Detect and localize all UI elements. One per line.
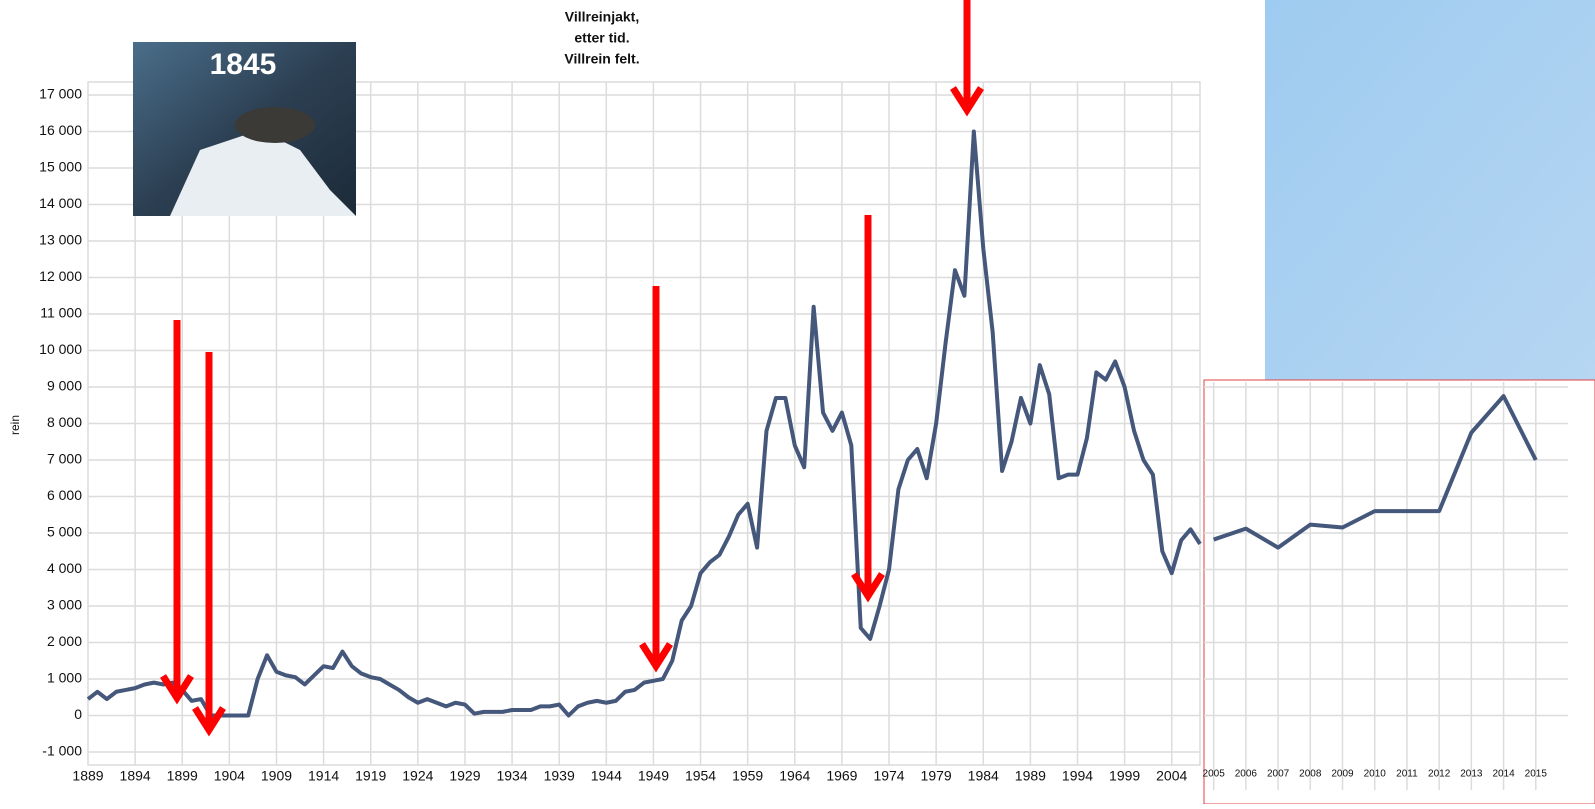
x-tick-label: 1989	[1015, 768, 1046, 784]
x-tick-label: 2006	[1235, 769, 1258, 780]
y-tick-label: 1 000	[47, 670, 82, 686]
x-tick-label: 1894	[120, 768, 151, 784]
x-tick-label: 2011	[1396, 769, 1418, 780]
background-panel	[1265, 0, 1595, 382]
x-tick-label: 1929	[449, 768, 480, 784]
x-tick-label: 1914	[308, 768, 339, 784]
photo-caption: 1845	[210, 48, 277, 81]
x-tick-label: 2014	[1492, 769, 1515, 780]
chart-title: etter tid.	[574, 30, 629, 46]
x-tick-label: 2008	[1299, 769, 1322, 780]
y-tick-label: 9 000	[47, 378, 82, 394]
chart: -1 000 0 1 000 2 000 3 000 4 000 5 000 6 000 7 0…	[0, 0, 1595, 804]
x-tick-label: 1924	[402, 768, 433, 784]
wolf	[235, 107, 315, 143]
x-tick-label: 1944	[591, 768, 622, 784]
x-tick-label: 2012	[1428, 769, 1451, 780]
x-tick-label: 1959	[732, 768, 763, 784]
x-tick-label: 1934	[496, 768, 527, 784]
x-tick-label: 1964	[779, 768, 810, 784]
x-tick-label: 2015	[1525, 769, 1548, 780]
y-tick-label: 15 000	[39, 159, 82, 175]
x-tick-label: 1979	[921, 768, 952, 784]
x-tick-label: 1899	[167, 768, 198, 784]
x-tick-label: 2013	[1460, 769, 1483, 780]
page: {"chart_data": [ {"type": "line", "title…	[0, 0, 1595, 804]
x-tick-label: 2009	[1331, 769, 1354, 780]
x-tick-label: 1999	[1109, 768, 1140, 784]
y-tick-label: 10 000	[39, 341, 82, 357]
y-tick-label: 5 000	[47, 524, 82, 540]
x-tick-label: 1969	[826, 768, 857, 784]
x-tick-label: 1939	[544, 768, 575, 784]
x-tick-label: 1889	[72, 768, 103, 784]
x-tick-label: 1984	[968, 768, 999, 784]
y-tick-label: 16 000	[39, 122, 82, 138]
y-tick-label: 6 000	[47, 487, 82, 503]
x-tick-label: 2004	[1156, 768, 1187, 784]
y-tick-label: -1 000	[42, 743, 82, 759]
y-tick-label: 3 000	[47, 597, 82, 613]
x-tick-label: 1974	[873, 768, 904, 784]
y-tick-label: 12 000	[39, 268, 82, 284]
x-tick-label: 1994	[1062, 768, 1093, 784]
y-tick-label: 0	[74, 706, 82, 722]
x-tick-label: 1949	[638, 768, 669, 784]
x-tick-label: 1919	[355, 768, 386, 784]
y-axis-label: rein	[8, 415, 22, 435]
y-tick-label: 14 000	[39, 195, 82, 211]
x-tick-label: 1904	[214, 768, 245, 784]
x-tick-label: 2007	[1267, 769, 1290, 780]
x-tick-label: 2010	[1364, 769, 1387, 780]
chart-title: Villrein felt.	[564, 51, 639, 67]
y-tick-label: 7 000	[47, 451, 82, 467]
y-tick-label: 4 000	[47, 560, 82, 576]
y-tick-label: 17 000	[39, 86, 82, 102]
y-tick-label: 8 000	[47, 414, 82, 430]
chart-title: Villreinjakt,	[565, 9, 639, 25]
y-tick-label: 13 000	[39, 232, 82, 248]
y-tick-label: 2 000	[47, 633, 82, 649]
x-tick-label: 2005	[1203, 769, 1226, 780]
y-tick-label: 11 000	[40, 305, 82, 321]
photo: 1845	[133, 42, 356, 216]
x-tick-label: 1954	[685, 768, 716, 784]
x-tick-label: 1909	[261, 768, 292, 784]
